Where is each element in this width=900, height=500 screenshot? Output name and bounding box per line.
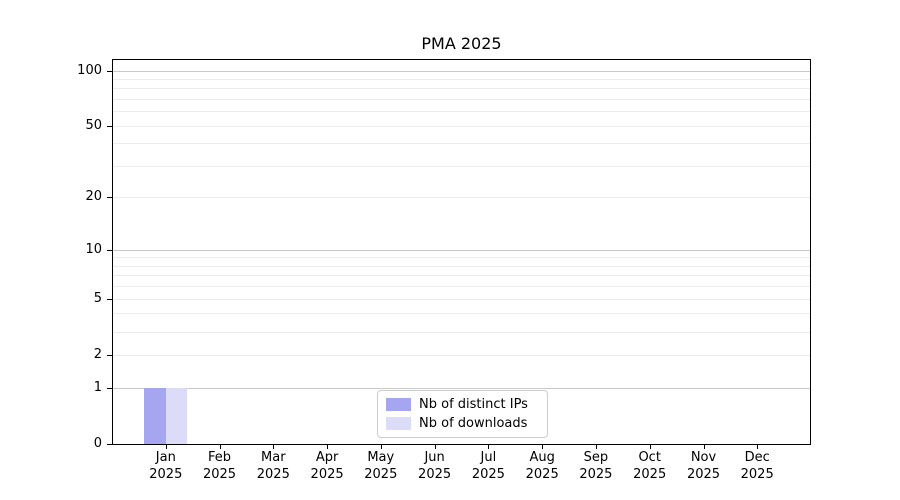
- minor-gridline: [113, 286, 810, 288]
- y-tick-mark: [107, 197, 112, 199]
- major-gridline: [113, 387, 810, 389]
- x-tick-label: Sep 2025: [568, 449, 624, 483]
- y-tick-mark: [107, 70, 112, 72]
- x-tick-mark: [327, 445, 329, 449]
- x-tick-label: Jul 2025: [460, 449, 516, 483]
- year-label: 2025: [525, 467, 559, 482]
- minor-gridline: [113, 331, 810, 333]
- legend-label: Nb of distinct IPs: [419, 396, 528, 412]
- month-label: Oct: [638, 450, 661, 465]
- y-tick-mark: [107, 387, 112, 389]
- y-tick-label: 0: [93, 435, 102, 451]
- year-label: 2025: [310, 467, 344, 482]
- minor-gridline: [113, 166, 810, 167]
- minor-gridline: [113, 125, 810, 127]
- x-tick-label: Feb 2025: [192, 449, 248, 483]
- y-tick-label: 2: [93, 346, 102, 362]
- y-tick-mark: [107, 354, 112, 356]
- x-tick-mark: [434, 445, 436, 449]
- minor-gridline: [113, 88, 810, 90]
- y-tick-label: 1: [93, 379, 102, 395]
- minor-gridline: [113, 143, 810, 145]
- month-label: Mar: [261, 450, 286, 465]
- year-label: 2025: [633, 467, 667, 482]
- year-label: 2025: [256, 467, 290, 482]
- y-tick-mark: [107, 125, 112, 127]
- y-tick-mark: [107, 298, 112, 300]
- year-label: 2025: [364, 467, 398, 482]
- x-tick-mark: [165, 445, 167, 449]
- chart-title: PMA 2025: [421, 34, 502, 53]
- minor-gridline: [113, 78, 810, 80]
- year-label: 2025: [202, 467, 237, 482]
- x-tick-mark: [649, 445, 651, 449]
- month-label: Apr: [315, 450, 339, 465]
- x-tick-label: Jun 2025: [407, 449, 463, 483]
- x-tick-mark: [273, 445, 275, 449]
- x-tick-mark: [595, 445, 597, 449]
- month-label: Aug: [529, 450, 555, 465]
- x-tick-mark: [219, 445, 221, 449]
- x-tick-label: Apr 2025: [299, 449, 355, 483]
- year-label: 2025: [149, 467, 183, 482]
- minor-gridline: [113, 313, 810, 315]
- x-tick-label: Jan 2025: [138, 449, 194, 483]
- year-label: 2025: [471, 467, 505, 482]
- major-gridline: [113, 70, 810, 72]
- major-gridline: [113, 249, 810, 251]
- y-tick-mark: [107, 249, 112, 251]
- minor-gridline: [113, 197, 810, 199]
- x-tick-label: Dec 2025: [729, 449, 785, 483]
- minor-gridline: [113, 257, 810, 259]
- legend-row: Nb of downloads: [386, 416, 539, 432]
- legend: Nb of distinct IPs Nb of downloads: [377, 390, 548, 438]
- year-label: 2025: [579, 467, 613, 482]
- year-label: 2025: [418, 467, 452, 482]
- month-label: May: [367, 450, 395, 465]
- month-label: Sep: [583, 450, 609, 465]
- x-tick-label: Nov 2025: [676, 449, 732, 483]
- y-tick-label: 5: [93, 290, 102, 306]
- x-tick-mark: [542, 445, 544, 449]
- y-tick-label: 50: [85, 117, 102, 133]
- legend-swatch: [386, 417, 411, 430]
- minor-gridline: [113, 99, 810, 100]
- month-label: Dec: [744, 450, 770, 465]
- legend-swatch: [386, 398, 411, 411]
- year-label: 2025: [740, 467, 774, 482]
- x-tick-label: Aug 2025: [514, 449, 570, 483]
- x-tick-mark: [757, 445, 759, 449]
- year-label: 2025: [686, 467, 721, 482]
- y-tick-mark: [107, 443, 112, 445]
- minor-gridline: [113, 354, 810, 356]
- minor-gridline: [113, 111, 810, 113]
- month-label: Jun: [424, 450, 445, 465]
- month-label: Nov: [690, 450, 717, 465]
- x-tick-label: May 2025: [353, 449, 409, 483]
- x-tick-mark: [703, 445, 705, 449]
- x-tick-mark: [488, 445, 490, 449]
- legend-label: Nb of downloads: [419, 415, 528, 431]
- month-label: Feb: [207, 450, 232, 465]
- y-tick-label: 10: [85, 241, 102, 257]
- minor-gridline: [113, 298, 810, 300]
- y-tick-label: 100: [77, 62, 102, 78]
- month-label: Jul: [480, 450, 497, 465]
- y-tick-label: 20: [85, 189, 102, 205]
- minor-gridline: [113, 275, 810, 277]
- plot-area: [112, 59, 811, 445]
- x-tick-label: Oct 2025: [622, 449, 678, 483]
- x-tick-label: Mar 2025: [245, 449, 301, 483]
- legend-row: Nb of distinct IPs: [386, 397, 539, 413]
- bar-distinct-ips: [144, 387, 166, 444]
- month-label: Jan: [155, 450, 176, 465]
- x-tick-mark: [380, 445, 382, 449]
- bar-downloads: [165, 387, 188, 444]
- minor-gridline: [113, 265, 810, 267]
